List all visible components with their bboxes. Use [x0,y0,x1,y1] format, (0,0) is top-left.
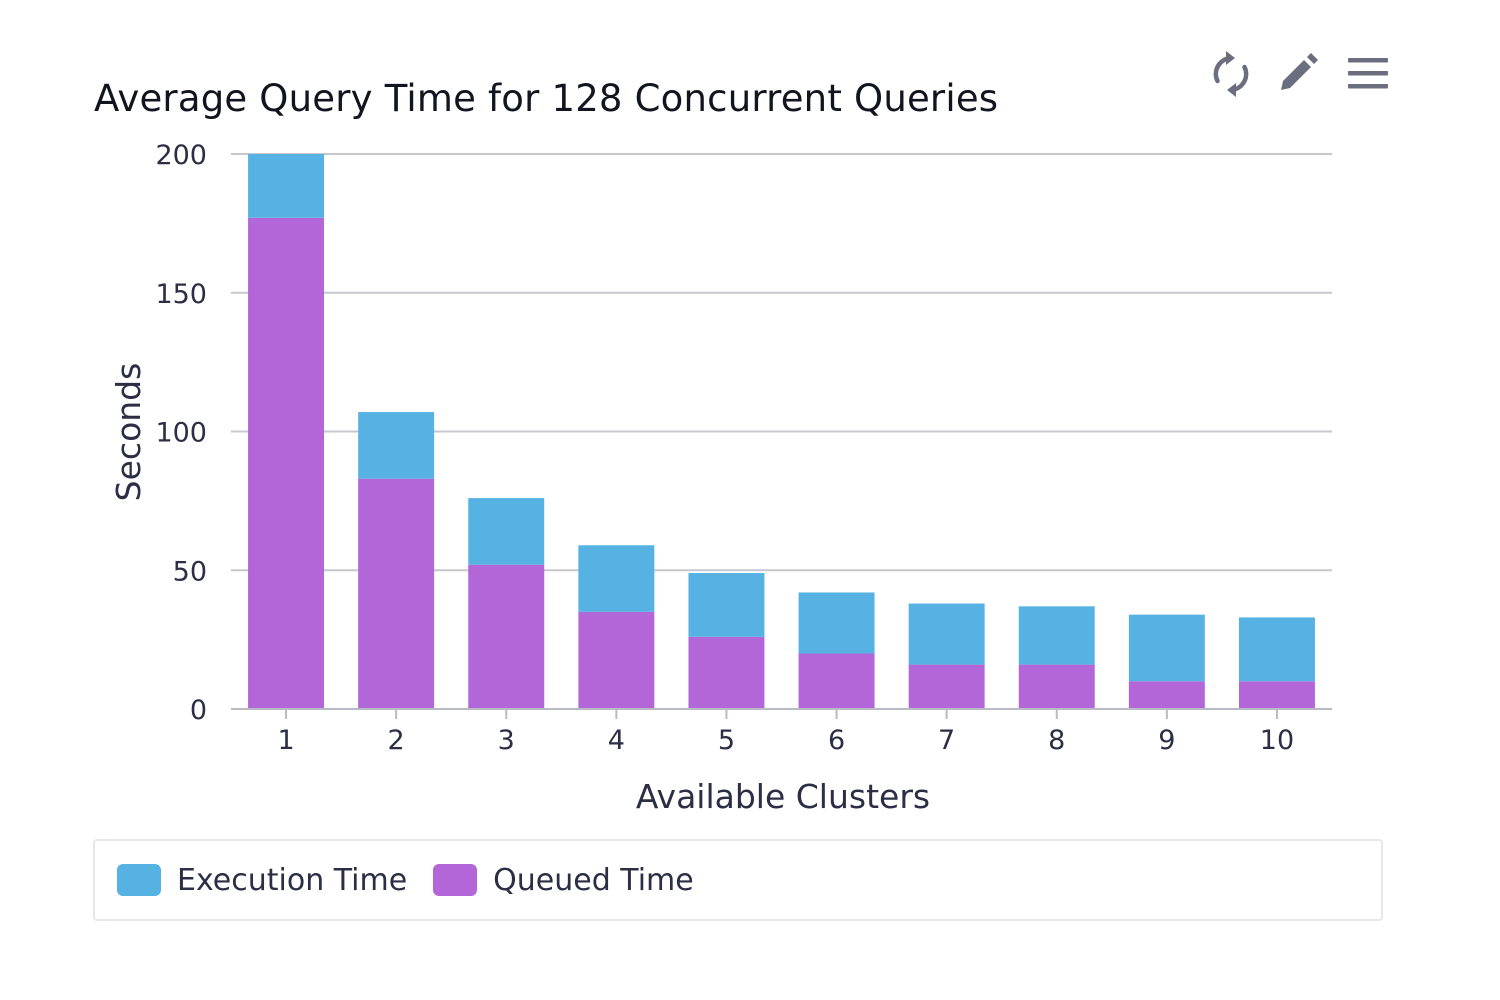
legend-item-execution-time[interactable]: Execution Time [117,863,407,898]
hamburger-menu-icon [1348,58,1388,89]
x-tick-label: 2 [388,725,405,756]
bar-execution-time-7[interactable] [908,603,985,665]
bar-execution-time-2[interactable] [358,412,435,479]
bar-execution-time-3[interactable] [468,498,545,565]
bar-queued-time-7[interactable] [908,664,985,709]
x-tick-label: 8 [1048,725,1065,756]
bar-execution-time-5[interactable] [688,573,765,637]
legend-swatch-queued-time [433,864,478,896]
chart-plot: 0 50 100 150 200 1 2 3 4 5 6 7 8 9 10 Seconds Availabl… [109,140,1332,816]
y-tick-label: 50 [173,556,207,587]
chart-toolbar [1205,48,1405,100]
bars [248,154,1315,709]
bar-queued-time-2[interactable] [358,478,435,709]
x-tick-label: 4 [608,725,625,756]
refresh-icon [1213,51,1249,97]
chart-title: Average Query Time for 128 Concurrent Qu… [94,76,999,120]
bar-execution-time-9[interactable] [1128,614,1205,682]
legend-item-queued-time[interactable]: Queued Time [433,863,694,898]
axes: 0 50 100 150 200 1 2 3 4 5 6 7 8 9 10 [155,140,1332,756]
legend-label-execution-time: Execution Time [177,862,408,898]
bar-queued-time-8[interactable] [1018,664,1095,709]
bar-queued-time-6[interactable] [798,653,875,710]
x-axis-title: Available Clusters [636,777,930,816]
pencil-icon [1281,53,1318,90]
refresh-button[interactable] [1205,48,1257,100]
y-tick-label: 200 [155,140,207,171]
y-tick-label: 0 [190,695,207,726]
bar-queued-time-4[interactable] [578,611,655,709]
x-tick-label: 5 [718,725,735,756]
bar-execution-time-1[interactable] [248,154,325,218]
bar-queued-time-1[interactable] [248,217,325,709]
y-axis-title: Seconds [109,363,148,502]
legend: Execution Time Queued Time [93,839,1383,921]
bar-execution-time-10[interactable] [1238,617,1315,682]
bar-queued-time-10[interactable] [1238,681,1315,709]
x-tick-label: 7 [938,725,955,756]
grid-lines [231,153,1332,572]
menu-button[interactable] [1341,48,1393,100]
bar-queued-time-3[interactable] [468,564,545,709]
bar-execution-time-6[interactable] [798,592,875,654]
x-tick-label: 10 [1260,725,1294,756]
legend-label-queued-time: Queued Time [493,862,694,898]
x-tick-label: 3 [498,725,515,756]
bar-queued-time-5[interactable] [688,636,765,709]
y-tick-label: 100 [155,418,207,449]
bar-execution-time-8[interactable] [1018,606,1095,665]
x-tick-label: 1 [277,725,294,756]
x-tick-label: 9 [1158,725,1175,756]
bar-queued-time-9[interactable] [1128,681,1205,709]
legend-swatch-execution-time [117,864,161,896]
edit-button[interactable] [1271,48,1323,100]
x-tick-label: 6 [828,725,845,756]
y-tick-label: 150 [155,279,207,310]
bar-execution-time-4[interactable] [578,545,655,612]
